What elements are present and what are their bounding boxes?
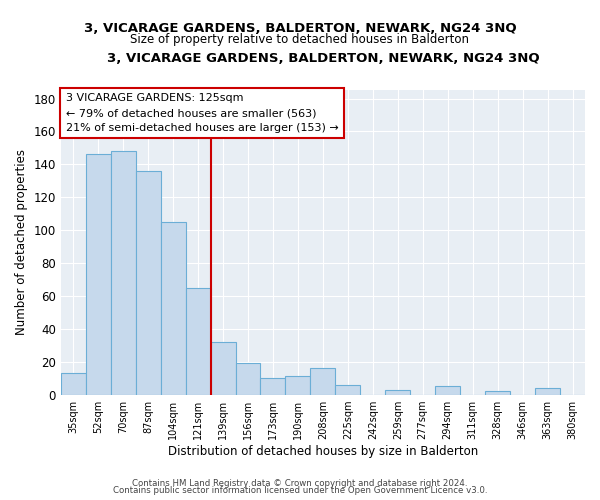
- Bar: [136, 171, 161, 394]
- Text: 3, VICARAGE GARDENS, BALDERTON, NEWARK, NG24 3NQ: 3, VICARAGE GARDENS, BALDERTON, NEWARK, …: [83, 22, 517, 36]
- Bar: [385, 390, 410, 394]
- Bar: [535, 388, 560, 394]
- Text: Contains public sector information licensed under the Open Government Licence v3: Contains public sector information licen…: [113, 486, 487, 495]
- Bar: [310, 368, 335, 394]
- Title: 3, VICARAGE GARDENS, BALDERTON, NEWARK, NG24 3NQ: 3, VICARAGE GARDENS, BALDERTON, NEWARK, …: [107, 52, 539, 66]
- X-axis label: Distribution of detached houses by size in Balderton: Distribution of detached houses by size …: [168, 444, 478, 458]
- Bar: [435, 386, 460, 394]
- Bar: [161, 222, 185, 394]
- Bar: [185, 288, 211, 395]
- Bar: [111, 151, 136, 394]
- Bar: [335, 384, 361, 394]
- Bar: [485, 392, 510, 394]
- Bar: [61, 373, 86, 394]
- Bar: [211, 342, 236, 394]
- Bar: [86, 154, 111, 394]
- Text: 3 VICARAGE GARDENS: 125sqm
← 79% of detached houses are smaller (563)
21% of sem: 3 VICARAGE GARDENS: 125sqm ← 79% of deta…: [66, 94, 339, 133]
- Text: Size of property relative to detached houses in Balderton: Size of property relative to detached ho…: [131, 32, 470, 46]
- Y-axis label: Number of detached properties: Number of detached properties: [15, 150, 28, 336]
- Bar: [236, 364, 260, 394]
- Bar: [260, 378, 286, 394]
- Bar: [286, 376, 310, 394]
- Text: Contains HM Land Registry data © Crown copyright and database right 2024.: Contains HM Land Registry data © Crown c…: [132, 478, 468, 488]
